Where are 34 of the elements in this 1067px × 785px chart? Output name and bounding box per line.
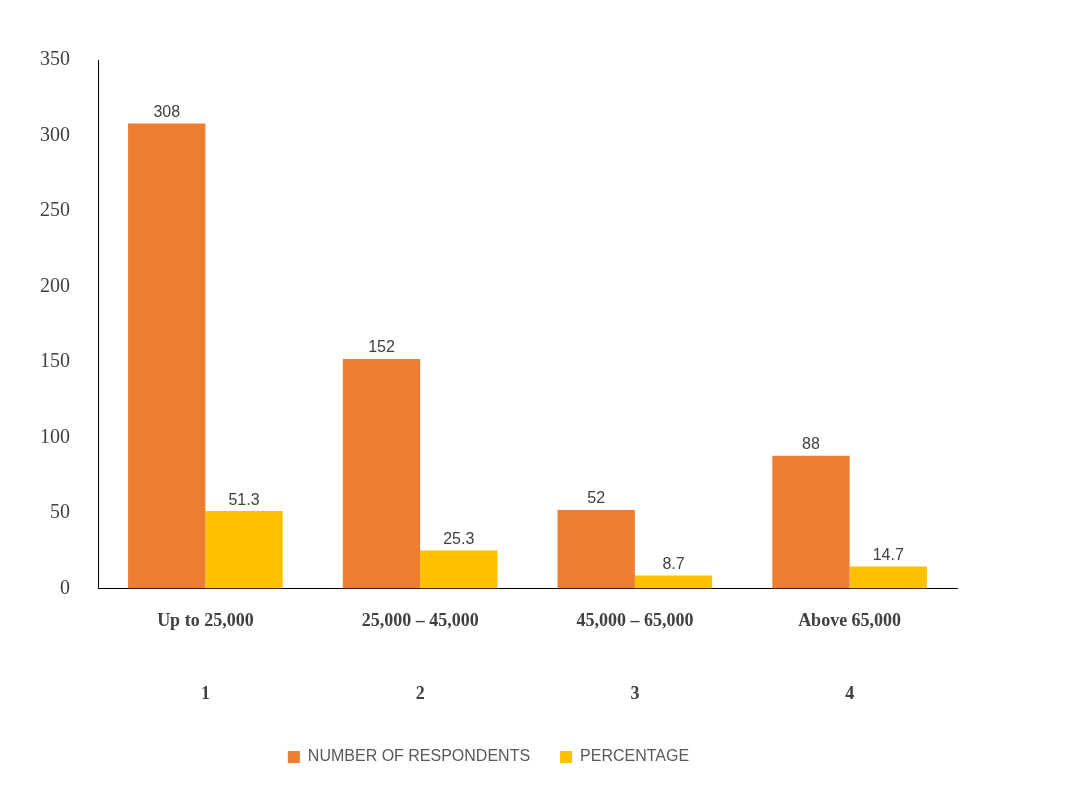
y-tick-label: 250 xyxy=(40,198,70,221)
bar xyxy=(634,575,713,589)
y-tick-label: 100 xyxy=(40,424,70,447)
bar xyxy=(849,566,927,589)
x-tick-label: 25,000 – 45,000 xyxy=(361,610,479,631)
x-tick-label: 45,000 – 65,000 xyxy=(576,610,694,631)
y-tick-label: 200 xyxy=(40,273,70,296)
bar xyxy=(557,510,635,589)
text: 2 xyxy=(415,682,425,703)
x-tick-label: Above 65,000 xyxy=(798,610,902,631)
bar xyxy=(772,455,850,589)
data-label: 152 xyxy=(368,338,395,356)
bar xyxy=(205,511,283,589)
legend-label: NUMBER OF RESPONDENTS xyxy=(307,747,531,765)
bar xyxy=(342,359,421,589)
y-tick-label: 0 xyxy=(60,575,70,598)
bar xyxy=(128,123,206,589)
text: 3 xyxy=(630,682,640,703)
data-label: 8.7 xyxy=(662,554,685,572)
data-label: 52 xyxy=(587,489,606,507)
x-tick-label: Up to 25,000 xyxy=(157,610,254,631)
bar xyxy=(420,550,498,589)
data-label: 88 xyxy=(802,435,820,453)
data-label: 308 xyxy=(153,102,181,120)
text: 4 xyxy=(845,682,855,703)
y-tick-label: 350 xyxy=(40,47,70,70)
y-tick-label: 300 xyxy=(40,122,70,145)
text: 1 xyxy=(200,682,210,703)
data-label: 51.3 xyxy=(228,490,260,508)
y-tick-label: 150 xyxy=(40,349,70,372)
data-label: 25.3 xyxy=(443,529,475,547)
legend-label: PERCENTAGE xyxy=(580,747,690,765)
data-label: 14.7 xyxy=(872,545,904,563)
y-tick-label: 50 xyxy=(50,500,70,523)
